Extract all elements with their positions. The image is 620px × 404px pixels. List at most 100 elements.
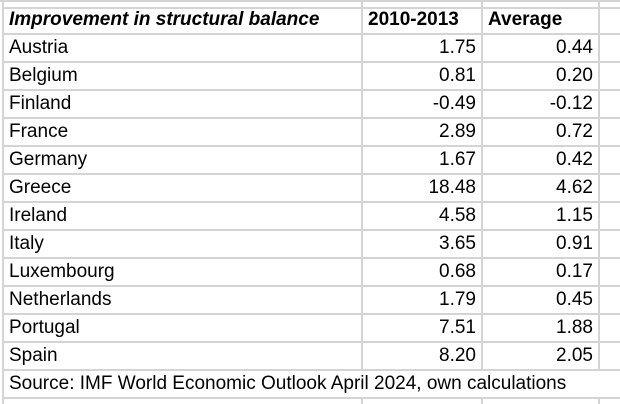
value-2010-2013: 0.68	[439, 261, 476, 282]
cell-country[interactable]: Luxembourg	[4, 259, 363, 285]
empty-cell[interactable]	[600, 259, 620, 285]
table-row: Austria 1.75 0.44	[4, 35, 620, 63]
cell-average[interactable]: 0.42	[483, 147, 600, 173]
cell-country[interactable]: Ireland	[4, 203, 363, 229]
cell-2010-2013[interactable]: 2.89	[363, 119, 483, 145]
cell-average[interactable]: 4.62	[483, 175, 600, 201]
value-average: 4.62	[556, 177, 593, 198]
value-average: 0.91	[556, 233, 593, 254]
empty-cell[interactable]	[600, 315, 620, 341]
header-row: Improvement in structural balance 2010-2…	[4, 9, 620, 35]
cell-2010-2013[interactable]: 1.67	[363, 147, 483, 173]
cell-country[interactable]: Germany	[4, 147, 363, 173]
value-average: 0.45	[556, 289, 593, 310]
cell-2010-2013[interactable]: 1.75	[363, 35, 483, 61]
empty-cell[interactable]	[600, 147, 620, 173]
cell-average[interactable]: 0.45	[483, 287, 600, 313]
empty-cell[interactable]	[600, 35, 620, 61]
cell-country[interactable]: Italy	[4, 231, 363, 257]
partial-cell	[483, 399, 600, 404]
empty-cell[interactable]	[600, 203, 620, 229]
value-average: -0.12	[549, 93, 593, 114]
country-label: Finland	[9, 93, 72, 114]
value-average: 2.05	[556, 345, 593, 366]
cell-average[interactable]: 0.17	[483, 259, 600, 285]
country-label: Belgium	[9, 65, 78, 86]
value-average: 0.44	[556, 37, 593, 58]
empty-cell[interactable]	[600, 343, 620, 369]
value-2010-2013: 1.79	[439, 289, 476, 310]
column-header-label: Average	[488, 9, 563, 30]
column-header-2010-2013[interactable]: 2010-2013	[363, 9, 483, 33]
cell-average[interactable]: -0.12	[483, 91, 600, 117]
value-2010-2013: -0.49	[432, 93, 476, 114]
cell-country[interactable]: Spain	[4, 343, 363, 369]
cell-2010-2013[interactable]: 7.51	[363, 315, 483, 341]
table-row: Finland -0.49 -0.12	[4, 91, 620, 119]
cell-2010-2013[interactable]: 0.68	[363, 259, 483, 285]
empty-cell[interactable]	[600, 9, 620, 33]
empty-cell[interactable]	[600, 91, 620, 117]
empty-cell[interactable]	[600, 175, 620, 201]
partial-cell	[4, 399, 363, 404]
cell-2010-2013[interactable]: 1.79	[363, 287, 483, 313]
cell-average[interactable]: 1.88	[483, 315, 600, 341]
cell-country[interactable]: Netherlands	[4, 287, 363, 313]
left-gridline	[2, 2, 4, 404]
country-label: Germany	[9, 149, 88, 170]
table-row: Greece 18.48 4.62	[4, 175, 620, 203]
table-row: Spain 8.20 2.05	[4, 343, 620, 371]
source-note: Source: IMF World Economic Outlook April…	[9, 373, 567, 394]
cell-average[interactable]: 0.72	[483, 119, 600, 145]
cell-2010-2013[interactable]: 0.81	[363, 63, 483, 89]
value-2010-2013: 18.48	[428, 177, 476, 198]
cell-average[interactable]: 0.20	[483, 63, 600, 89]
value-average: 0.17	[556, 261, 593, 282]
table-row: Belgium 0.81 0.20	[4, 63, 620, 91]
country-label: Spain	[9, 345, 58, 366]
source-row: Source: IMF World Economic Outlook April…	[4, 371, 620, 399]
partial-row-bottom	[4, 399, 620, 404]
cell-average[interactable]: 0.91	[483, 231, 600, 257]
column-header-average[interactable]: Average	[483, 9, 600, 33]
partial-cell	[483, 2, 600, 7]
column-header-label: 2010-2013	[368, 9, 459, 30]
empty-cell[interactable]	[600, 231, 620, 257]
table-row: Luxembourg 0.68 0.17	[4, 259, 620, 287]
empty-cell[interactable]	[600, 63, 620, 89]
partial-cell	[600, 2, 620, 7]
value-2010-2013: 2.89	[439, 121, 476, 142]
cell-average[interactable]: 1.15	[483, 203, 600, 229]
table-row: Netherlands 1.79 0.45	[4, 287, 620, 315]
value-2010-2013: 7.51	[439, 317, 476, 338]
cell-country[interactable]: Austria	[4, 35, 363, 61]
table-row: Ireland 4.58 1.15	[4, 203, 620, 231]
table-row: Germany 1.67 0.42	[4, 147, 620, 175]
cell-2010-2013[interactable]: 3.65	[363, 231, 483, 257]
cell-country[interactable]: Portugal	[4, 315, 363, 341]
table-row: Portugal 7.51 1.88	[4, 315, 620, 343]
cell-average[interactable]: 0.44	[483, 35, 600, 61]
country-label: Greece	[9, 177, 72, 198]
empty-cell[interactable]	[600, 119, 620, 145]
cell-country[interactable]: Belgium	[4, 63, 363, 89]
value-2010-2013: 8.20	[439, 345, 476, 366]
cell-country[interactable]: Greece	[4, 175, 363, 201]
partial-cell	[363, 399, 483, 404]
empty-cell[interactable]	[600, 287, 620, 313]
country-label: Italy	[9, 233, 44, 254]
value-2010-2013: 1.75	[439, 37, 476, 58]
cell-2010-2013[interactable]: 18.48	[363, 175, 483, 201]
cell-source[interactable]: Source: IMF World Economic Outlook April…	[4, 371, 620, 397]
cell-2010-2013[interactable]: -0.49	[363, 91, 483, 117]
cell-2010-2013[interactable]: 4.58	[363, 203, 483, 229]
cell-country[interactable]: France	[4, 119, 363, 145]
cell-2010-2013[interactable]: 8.20	[363, 343, 483, 369]
table-title-cell[interactable]: Improvement in structural balance	[4, 9, 363, 33]
value-average: 0.42	[556, 149, 593, 170]
cell-average[interactable]: 2.05	[483, 343, 600, 369]
value-2010-2013: 4.58	[439, 205, 476, 226]
partial-row-top	[4, 2, 620, 9]
cell-country[interactable]: Finland	[4, 91, 363, 117]
